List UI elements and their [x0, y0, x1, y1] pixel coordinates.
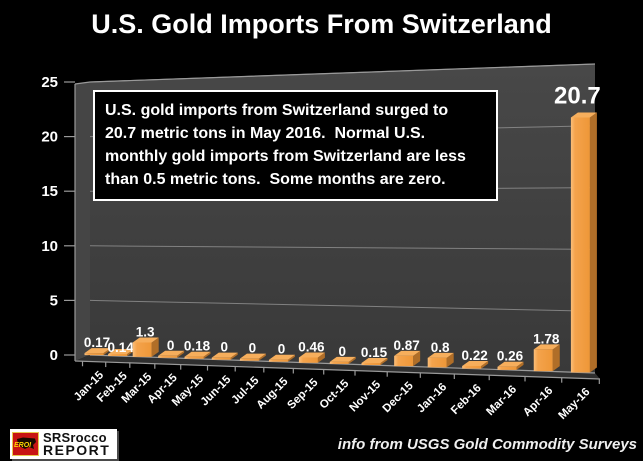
y-axis-label: 5 [50, 292, 58, 309]
x-axis-label: Sep-15 [285, 376, 321, 412]
bar [533, 344, 560, 372]
x-axis-line [74, 360, 601, 380]
annotation-line: than 0.5 metric tons. Some months are ze… [105, 171, 446, 188]
bar-value-label: 1.3 [136, 324, 155, 339]
x-axis-label: Jan-16 [415, 381, 449, 415]
wall-top-edge [74, 63, 596, 85]
y-axis-label: 25 [41, 74, 58, 91]
srsrocco-logo: EROI SRSrocco REPORT [10, 429, 118, 459]
usa-map-icon [17, 437, 36, 449]
y-axis-label: 20 [41, 129, 58, 146]
logo-report: REPORT [43, 441, 111, 458]
logo-text: SRSrocco REPORT [43, 429, 111, 458]
annotation-line: U.S. gold imports from Switzerland surge… [105, 102, 449, 119]
bar-value-label: 0.46 [298, 339, 325, 354]
eroi-badge-label: EROI [14, 442, 32, 449]
x-axis-label: Dec-15 [381, 379, 417, 415]
annotation-box: U.S. gold imports from Switzerland surge… [93, 90, 498, 201]
eroi-badge-icon: EROI [12, 432, 39, 456]
bar-value-label: 0 [167, 338, 175, 353]
bar-value-label: 0.18 [184, 339, 211, 354]
bar-value-label: 0 [220, 340, 228, 355]
bar-value-label: 0.26 [497, 349, 524, 364]
bar-value-label: 0 [249, 341, 257, 356]
gridline [89, 245, 596, 250]
bar [108, 348, 135, 356]
x-axis-label: Nov-15 [348, 378, 384, 414]
bar [132, 337, 159, 357]
x-axis-label: Feb-16 [449, 382, 484, 417]
bar [268, 354, 295, 362]
bar [211, 352, 238, 360]
bar-value-label: 0.8 [431, 340, 450, 355]
bar-value-label: 0.22 [462, 348, 488, 363]
bar-value-label: 0 [278, 342, 286, 357]
bar [184, 351, 211, 359]
bar [361, 358, 388, 366]
gridline [89, 299, 596, 312]
bar [394, 350, 421, 367]
x-axis-label: May-16 [556, 386, 592, 422]
bar [239, 353, 266, 361]
bar-value-label: 0.15 [361, 345, 388, 360]
source-note: info from USGS Gold Commodity Surveys [337, 436, 637, 453]
y-axis-label: 10 [41, 238, 58, 255]
y-axis-label: 15 [41, 183, 58, 200]
annotation-line: 20.7 metric tons in May 2016. Normal U.S… [105, 125, 426, 142]
bar [462, 360, 489, 369]
bar [84, 348, 111, 356]
bar [570, 112, 597, 373]
x-axis-label: Aug-15 [255, 375, 291, 411]
x-axis-label: Apr-16 [521, 385, 555, 419]
logo-name: SRSrocco [43, 429, 107, 445]
bar-value-label: 0.17 [84, 335, 110, 350]
bar [497, 361, 524, 370]
bar-value-label: 0 [338, 344, 346, 359]
bar [329, 356, 356, 364]
bar [427, 352, 454, 368]
bar-value-label: 1.78 [533, 331, 560, 346]
x-axis-label: Mar-16 [484, 383, 519, 418]
bar [158, 350, 185, 358]
bar-value-label: 0.14 [108, 340, 135, 355]
bar-value-label: 0.87 [394, 338, 420, 353]
y-axis-label: 0 [50, 347, 58, 364]
chart-side-wall [75, 82, 90, 361]
bar [298, 352, 325, 363]
bar-value-label: 20.7 [554, 82, 601, 109]
chart-title: U.S. Gold Imports From Switzerland [91, 9, 552, 39]
annotation-line: monthly gold imports from Switzerland ar… [105, 148, 466, 165]
chart-floor [75, 355, 600, 379]
zero-line [89, 354, 596, 374]
x-axis-label: Jun-15 [199, 373, 234, 408]
